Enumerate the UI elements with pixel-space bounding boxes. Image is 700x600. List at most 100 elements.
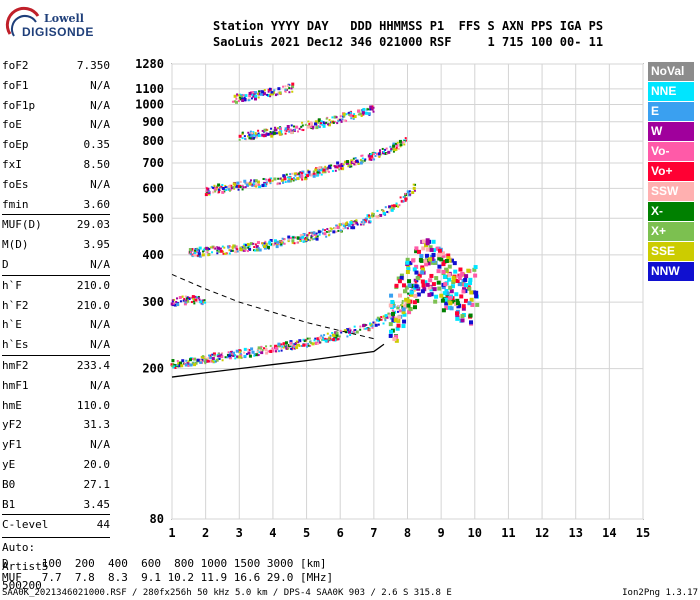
echo-point [287, 179, 291, 183]
echo-point [398, 139, 402, 143]
echo-point [435, 246, 440, 251]
echo-point [315, 126, 319, 130]
echo-point [180, 364, 184, 368]
echo-point [392, 142, 396, 146]
echo-point [342, 163, 345, 166]
echo-point [215, 358, 219, 362]
echo-point [353, 113, 356, 116]
echo-point [232, 182, 236, 186]
echo-point [273, 89, 276, 92]
echo-point [299, 171, 302, 174]
echo-point [313, 237, 316, 240]
echo-point [421, 283, 426, 288]
echo-point [404, 137, 407, 140]
echo-point [429, 273, 434, 278]
echo-point [267, 93, 271, 97]
echo-point [427, 285, 432, 290]
echo-point [293, 242, 296, 245]
echo-point [432, 287, 437, 292]
echo-point [243, 135, 246, 138]
echo-point [280, 343, 283, 346]
echo-point [280, 178, 284, 182]
echo-point [277, 342, 281, 346]
echo-point [369, 153, 372, 156]
param-name: yF2 [2, 418, 22, 432]
echo-point [249, 242, 253, 246]
echo-point [244, 244, 247, 247]
param-value: 44 [96, 518, 110, 532]
param-value: N/A [90, 78, 110, 92]
echo-point [384, 317, 387, 320]
echo-point [406, 190, 410, 194]
echo-point [369, 108, 372, 111]
echo-point [172, 362, 175, 365]
echo-point [437, 248, 442, 253]
echo-point [246, 250, 249, 253]
param-row: hmF2 233.4 [2, 354, 110, 376]
echo-point [339, 329, 342, 332]
echo-point [270, 177, 273, 180]
echo-point [353, 222, 356, 225]
echo-point [275, 132, 278, 135]
echo-point [209, 246, 212, 249]
echo-point [394, 338, 399, 343]
echo-point [261, 129, 264, 132]
echo-point [254, 134, 258, 138]
echo-point [326, 228, 329, 231]
echo-point [177, 362, 181, 366]
echo-point [466, 268, 471, 273]
param-name: foF1 [2, 78, 29, 92]
echo-point [371, 212, 374, 215]
echo-point [343, 223, 346, 226]
echo-point [237, 188, 240, 191]
echo-point [459, 294, 464, 299]
echo-point [429, 292, 434, 297]
echo-point [211, 251, 214, 254]
echo-point [203, 247, 206, 250]
param-name: foEp [2, 138, 29, 152]
echo-point [232, 354, 235, 357]
echo-point [473, 265, 478, 270]
echo-point [189, 363, 193, 367]
echo-point [380, 209, 383, 212]
echo-point [449, 306, 454, 311]
echo-point [461, 304, 466, 309]
echo-point [441, 262, 446, 267]
echo-point [195, 250, 198, 253]
echo-point [176, 302, 180, 306]
param-row: fxI 8.50 [2, 155, 110, 175]
echo-point [241, 131, 244, 134]
echo-point [288, 130, 291, 133]
echo-point [395, 148, 398, 151]
echo-point [460, 314, 465, 319]
echo-point [343, 329, 347, 333]
echo-point [297, 130, 300, 133]
echo-point [277, 131, 281, 135]
echo-point [254, 132, 257, 135]
echo-point [252, 93, 256, 97]
echo-point [278, 240, 281, 243]
echo-point [198, 246, 202, 250]
echo-point [316, 339, 319, 342]
echo-point [461, 289, 466, 294]
param-name: foE [2, 118, 22, 132]
echo-point [176, 360, 179, 363]
echo-point [357, 162, 360, 165]
echo-point [396, 323, 401, 328]
echo-point [299, 236, 302, 239]
echo-point [238, 355, 242, 359]
param-value: N/A [90, 338, 110, 352]
echo-point [307, 170, 311, 174]
echo-point [228, 354, 232, 358]
echo-point [299, 234, 303, 238]
echo-point [202, 248, 205, 251]
echo-point [281, 237, 284, 240]
echo-point [244, 182, 247, 185]
y-tick-label: 200 [142, 362, 164, 376]
echo-point [439, 257, 444, 262]
echo-point [184, 301, 187, 304]
echo-point [405, 257, 410, 262]
echo-point [278, 182, 281, 185]
echo-point [337, 164, 340, 167]
echo-point [317, 169, 320, 172]
